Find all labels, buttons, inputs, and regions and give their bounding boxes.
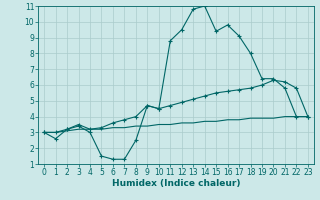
X-axis label: Humidex (Indice chaleur): Humidex (Indice chaleur) [112,179,240,188]
